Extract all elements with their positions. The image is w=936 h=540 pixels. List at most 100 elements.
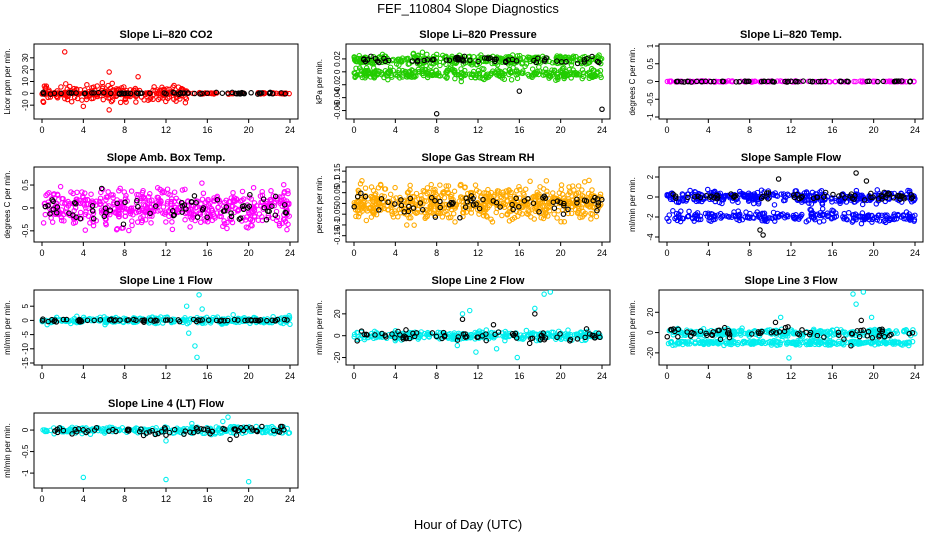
data-point bbox=[777, 339, 784, 346]
data-point bbox=[890, 195, 897, 201]
data-point bbox=[595, 69, 601, 76]
data-point bbox=[743, 209, 749, 215]
data-point bbox=[41, 83, 48, 89]
data-point bbox=[126, 227, 132, 234]
data-point bbox=[429, 72, 435, 78]
data-point bbox=[864, 78, 871, 85]
data-point bbox=[858, 220, 865, 227]
x-tick-label: 0 bbox=[39, 125, 44, 135]
data-point bbox=[581, 194, 587, 200]
data-point bbox=[827, 334, 833, 340]
data-point bbox=[82, 90, 88, 97]
data-point bbox=[526, 73, 532, 79]
data-point bbox=[111, 318, 117, 324]
data-point bbox=[89, 208, 96, 214]
data-point bbox=[791, 214, 797, 220]
data-point bbox=[513, 188, 520, 194]
data-point bbox=[264, 317, 270, 324]
data-point bbox=[595, 199, 602, 206]
data-point bbox=[548, 329, 555, 336]
data-point bbox=[239, 203, 246, 210]
x-tick-label: 20 bbox=[244, 494, 254, 504]
y-tick-label: 0.05 bbox=[333, 184, 342, 200]
x-tick-label: 20 bbox=[244, 371, 254, 381]
data-point bbox=[421, 57, 427, 64]
y-tick-label: 0 bbox=[21, 318, 30, 323]
data-point bbox=[717, 336, 724, 343]
data-point bbox=[743, 78, 750, 85]
data-point bbox=[698, 78, 705, 85]
x-tick-label: 16 bbox=[514, 371, 524, 381]
data-point bbox=[223, 204, 230, 210]
panel-title: Slope Gas Stream RH bbox=[421, 152, 534, 164]
data-point bbox=[516, 183, 522, 190]
data-point bbox=[363, 70, 369, 77]
data-point bbox=[793, 188, 799, 194]
data-point bbox=[88, 191, 94, 197]
data-point bbox=[165, 95, 171, 102]
y-tick-label: 0.5 bbox=[21, 179, 30, 191]
data-point bbox=[208, 207, 215, 214]
data-point bbox=[493, 209, 499, 216]
data-point bbox=[54, 210, 60, 216]
data-point bbox=[574, 57, 581, 64]
data-point bbox=[565, 206, 571, 213]
data-point bbox=[182, 99, 189, 106]
data-point bbox=[708, 193, 715, 200]
x-tick-label: 4 bbox=[706, 248, 711, 258]
x-tick-label: 16 bbox=[514, 125, 524, 135]
data-point bbox=[175, 317, 182, 323]
data-point bbox=[542, 335, 549, 341]
x-tick-label: 8 bbox=[747, 125, 752, 135]
data-point bbox=[809, 210, 815, 217]
data-point bbox=[475, 334, 481, 340]
data-point bbox=[499, 72, 506, 79]
data-point bbox=[407, 182, 413, 189]
y-tick-label: 20 bbox=[21, 65, 30, 74]
data-point bbox=[221, 218, 227, 224]
data-point bbox=[97, 92, 103, 99]
data-point bbox=[483, 337, 489, 344]
data-point bbox=[707, 214, 713, 221]
data-point bbox=[142, 202, 149, 209]
data-point bbox=[419, 49, 426, 56]
data-point bbox=[170, 89, 176, 96]
data-point bbox=[232, 90, 239, 97]
data-point bbox=[736, 79, 743, 85]
data-point bbox=[406, 335, 413, 342]
data-point bbox=[187, 224, 193, 230]
data-point bbox=[775, 214, 782, 220]
x-tick-label: 12 bbox=[473, 125, 483, 135]
plot-frame bbox=[33, 43, 299, 120]
data-point bbox=[40, 220, 47, 226]
data-point bbox=[467, 57, 473, 64]
data-point bbox=[549, 60, 556, 66]
data-point bbox=[79, 97, 85, 103]
data-point bbox=[768, 342, 775, 348]
data-point bbox=[160, 86, 167, 93]
data-point bbox=[73, 214, 79, 220]
data-point bbox=[221, 221, 228, 227]
data-point bbox=[506, 209, 512, 215]
data-point bbox=[259, 429, 266, 436]
data-point bbox=[863, 178, 870, 184]
data-point bbox=[444, 69, 450, 75]
panel-title: Slope Li–820 CO2 bbox=[120, 29, 213, 41]
data-point bbox=[116, 207, 123, 213]
data-point bbox=[574, 196, 580, 203]
data-point bbox=[884, 192, 890, 198]
data-point bbox=[824, 328, 831, 335]
panel-title: Slope Line 4 (LT) Flow bbox=[108, 398, 224, 410]
data-point bbox=[841, 210, 848, 217]
data-point bbox=[246, 203, 252, 210]
data-point bbox=[597, 191, 604, 197]
points-layer bbox=[351, 290, 604, 361]
data-point bbox=[498, 194, 505, 201]
data-point bbox=[493, 346, 500, 352]
data-point bbox=[858, 327, 864, 334]
data-point bbox=[62, 81, 69, 87]
data-point bbox=[517, 186, 523, 193]
x-tick-label: 24 bbox=[285, 371, 295, 381]
y-tick-label: 0.02 bbox=[333, 51, 342, 67]
